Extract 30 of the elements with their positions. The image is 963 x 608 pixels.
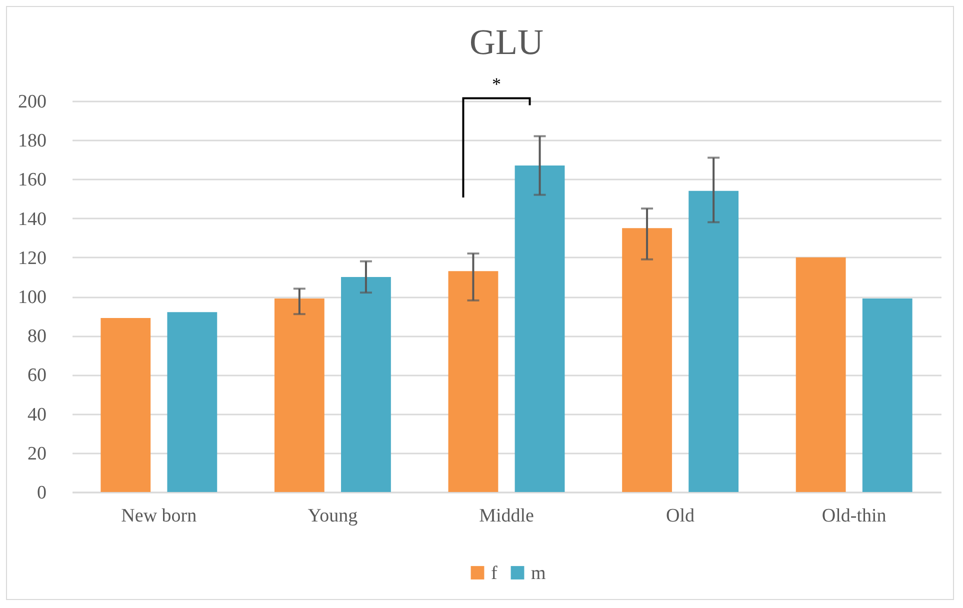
- chart-title: GLU: [470, 22, 544, 62]
- y-tick-label: 60: [28, 365, 46, 386]
- bar: [274, 298, 324, 492]
- x-tick-label: Middle: [479, 506, 534, 526]
- x-tick-label: New born: [121, 506, 198, 526]
- legend-label: f: [491, 562, 498, 584]
- bar: [688, 190, 739, 492]
- x-tick-label: Old-thin: [822, 506, 887, 526]
- y-tick-label: 40: [28, 404, 46, 426]
- bar: [796, 257, 846, 492]
- y-tick-label: 140: [18, 208, 46, 230]
- y-tick-label: 100: [18, 287, 46, 308]
- x-tick-label: Old: [666, 506, 696, 526]
- x-tick-label: Young: [308, 506, 358, 526]
- y-tick-label: 180: [18, 130, 46, 152]
- y-tick-label: 80: [28, 326, 46, 348]
- bar: [167, 312, 218, 492]
- bar: [514, 166, 565, 492]
- text: *: [492, 74, 501, 94]
- y-tick-label: 0: [37, 482, 46, 504]
- legend-label: m: [531, 562, 546, 584]
- y-tick-label: 120: [18, 248, 46, 269]
- bar: [622, 228, 672, 492]
- bar: [448, 271, 498, 492]
- y-tick-label: 160: [18, 170, 46, 191]
- bar: [100, 318, 151, 492]
- bar: [862, 298, 912, 492]
- bar: [341, 276, 391, 492]
- y-tick-label: 200: [18, 92, 46, 112]
- y-tick-label: 20: [28, 443, 46, 464]
